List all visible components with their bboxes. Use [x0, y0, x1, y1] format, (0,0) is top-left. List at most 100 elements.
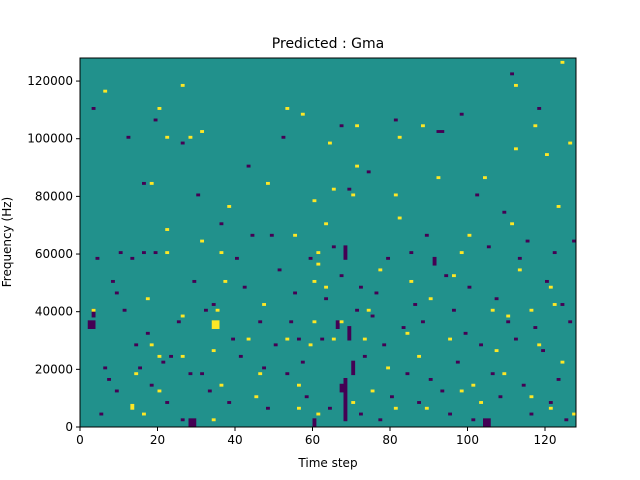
heatmap-cell-low: [490, 372, 495, 376]
x-tick-label: 100: [456, 433, 479, 447]
heatmap-cell-low: [339, 274, 344, 278]
heatmap-cell-high: [397, 135, 402, 139]
heatmap-cell-high: [514, 147, 518, 151]
heatmap-cell-high: [370, 389, 375, 393]
heatmap-cell-high: [483, 176, 487, 180]
heatmap-cell-low: [180, 418, 185, 422]
heatmap-cell-low: [122, 308, 127, 312]
heatmap-cell-high: [428, 297, 433, 301]
x-tick-label: 40: [227, 433, 242, 447]
heatmap-cell-low: [572, 239, 577, 243]
heatmap-cell-high: [134, 372, 139, 376]
heatmap-cell-low: [498, 395, 503, 399]
y-tick-label: 20000: [35, 362, 73, 376]
heatmap-cell-low: [556, 377, 561, 381]
heatmap-cell-high: [339, 320, 344, 324]
heatmap-cell-low: [192, 279, 197, 283]
heatmap-cell-low: [138, 366, 143, 370]
heatmap-cell-high: [552, 303, 557, 306]
heatmap-cell-low: [424, 233, 429, 237]
heatmap-cell-low: [188, 372, 193, 376]
heatmap-cell-low: [409, 251, 414, 255]
heatmap-cell-high: [378, 268, 383, 272]
heatmap-cell-high: [506, 314, 511, 318]
heatmap-cell-low: [548, 401, 553, 404]
heatmap-cell-low: [378, 418, 383, 422]
heatmap-cell-high: [297, 406, 301, 410]
y-tick-label: 60000: [35, 247, 73, 261]
heatmap-cell-low: [293, 291, 298, 295]
heatmap-cell-low: [564, 418, 569, 422]
heatmap-cell-high: [258, 372, 263, 376]
heatmap-cell-high: [529, 395, 534, 399]
heatmap-cell-low: [347, 326, 352, 341]
heatmap-cell-high: [300, 112, 305, 116]
heatmap-cell-high: [351, 401, 356, 404]
heatmap-cell-high: [494, 349, 499, 353]
heatmap-cell-high: [467, 233, 472, 237]
heatmap-cell-high: [568, 141, 573, 145]
heatmap-cell-low: [238, 354, 243, 358]
heatmap-cell-high: [533, 124, 538, 128]
heatmap-cell-high: [103, 89, 108, 93]
heatmap-cell-low: [331, 245, 336, 249]
heatmap-cell-high: [479, 401, 484, 404]
heatmap-cell-low: [142, 181, 146, 185]
heatmap-cell-high: [149, 343, 154, 347]
heatmap-cell-low: [169, 354, 174, 358]
heatmap-cell-low: [211, 303, 216, 306]
heatmap-cell-low: [471, 418, 476, 422]
heatmap-cell-high: [145, 297, 150, 301]
heatmap-cell-low: [266, 406, 270, 410]
heatmap-cell-high: [331, 337, 336, 341]
heatmap-cell-low: [153, 118, 158, 122]
heatmap-cell-high: [448, 337, 453, 341]
heatmap-cell-high: [130, 403, 135, 410]
heatmap-cell-high: [316, 251, 321, 255]
heatmap-cell-low: [405, 372, 410, 376]
heatmap-cell-high: [393, 406, 398, 410]
heatmap-cell-low: [359, 285, 363, 289]
heatmap-cell-high: [316, 412, 321, 416]
x-axis: 0 20 40 60 80 100 120: [76, 427, 556, 447]
heatmap-cell-high: [254, 395, 259, 399]
heatmap-cell-high: [165, 228, 170, 231]
heatmap-cell-high: [285, 107, 290, 110]
heatmap-cell-high: [324, 222, 329, 226]
heatmap-cell-low: [114, 291, 119, 295]
heatmap-cell-low: [467, 285, 472, 289]
heatmap-cell-high: [366, 308, 371, 312]
heatmap-cell-high: [517, 268, 522, 272]
heatmap-cell-high: [355, 124, 360, 128]
heatmap-cell-high: [459, 251, 464, 255]
heatmap-cell-low: [176, 320, 181, 324]
heatmap-cell-low: [506, 320, 511, 324]
heatmap-cell-high: [560, 360, 565, 364]
heatmap-cell-high: [421, 124, 425, 128]
heatmap-cell-high: [417, 354, 422, 358]
heatmap-cell-low: [552, 251, 557, 255]
heatmap-cell-low: [347, 187, 352, 191]
y-axis: 0 20000 40000 60000 80000 100000 120000: [27, 74, 80, 434]
heatmap-cell-high: [514, 83, 518, 87]
heatmap-cell-high: [545, 153, 549, 157]
plot-area: [79, 57, 577, 428]
heatmap-cell-low: [401, 326, 406, 329]
heatmap-cell-high: [316, 262, 321, 266]
heatmap-cell-low: [444, 274, 449, 278]
heatmap-cell-high: [308, 343, 313, 347]
heatmap-cell-low: [343, 245, 348, 260]
heatmap-cell-low: [134, 343, 139, 347]
heatmap-cell-low: [320, 337, 325, 341]
heatmap-cell-low: [250, 233, 255, 237]
heatmap-cell-high: [211, 349, 216, 353]
heatmap-cell-high: [452, 274, 456, 278]
heatmap-cell-low: [502, 210, 507, 214]
heatmap-cell-high: [537, 343, 542, 347]
heatmap-cell-high: [180, 354, 185, 358]
x-tick-label: 120: [534, 433, 557, 447]
heatmap-cell-high: [405, 331, 410, 335]
heatmap-cell-low: [153, 251, 158, 255]
heatmap-cell-low: [130, 256, 135, 260]
